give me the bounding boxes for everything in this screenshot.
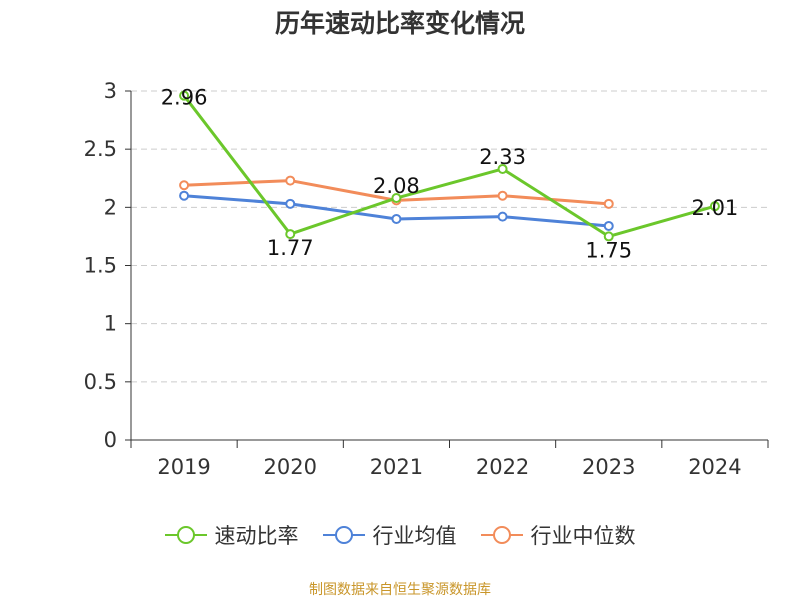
y-tick-label: 0 — [104, 428, 117, 452]
legend-line-marker-blue-icon — [322, 526, 365, 544]
data-point — [179, 90, 190, 101]
series-lines — [179, 90, 720, 242]
data-label: 2.96 — [161, 86, 208, 110]
x-tick-label: 2022 — [476, 455, 529, 479]
y-tick-label: 0.5 — [84, 370, 117, 394]
data-point — [285, 198, 296, 209]
y-tick-label: 3 — [104, 79, 117, 103]
legend-item-industry-average[interactable]: 行业均值 — [322, 520, 457, 550]
y-tick-label: 1 — [104, 312, 117, 336]
axes: 0 0.5 1 1.5 2 2.5 3 2019 2020 2021 2022 2023 2024 — [84, 79, 769, 479]
data-label: 2.33 — [479, 145, 526, 169]
data-point — [709, 201, 720, 212]
y-tick-label: 2.5 — [84, 137, 117, 161]
data-label: 2.01 — [692, 196, 739, 220]
legend-item-industry-median[interactable]: 行业中位数 — [480, 520, 636, 550]
data-point — [285, 229, 296, 240]
data-point — [603, 220, 614, 231]
data-point — [391, 193, 402, 204]
data-point — [497, 190, 508, 201]
data-point — [497, 163, 508, 174]
data-labels: 2.96 1.77 2.08 2.33 1.75 2.01 — [161, 86, 739, 263]
x-tick-label: 2021 — [370, 455, 423, 479]
legend-label-industry-median: 行业中位数 — [530, 524, 636, 548]
x-tick-label: 2023 — [582, 455, 635, 479]
data-point — [603, 231, 614, 242]
y-tick-label: 1.5 — [84, 254, 117, 278]
x-tick-label: 2020 — [264, 455, 317, 479]
y-tick-label: 2 — [104, 195, 117, 219]
data-point — [603, 198, 614, 209]
data-point — [179, 180, 190, 191]
series-line — [182, 94, 716, 238]
data-point — [285, 175, 296, 186]
data-label: 1.77 — [267, 236, 314, 260]
legend: 速动比率 行业均值 行业中位数 — [0, 520, 800, 550]
legend-label-industry-average: 行业均值 — [372, 524, 457, 548]
x-tick-label: 2024 — [688, 455, 741, 479]
x-tick-label: 2019 — [157, 455, 210, 479]
data-point — [179, 190, 190, 201]
legend-line-marker-orange-icon — [480, 526, 523, 544]
data-label: 1.75 — [585, 238, 632, 262]
grid-lines — [131, 90, 768, 383]
legend-item-quick-ratio[interactable]: 速动比率 — [164, 520, 299, 550]
legend-line-marker-green-icon — [164, 526, 207, 544]
data-point — [497, 211, 508, 222]
chart-title: 历年速动比率变化情况 — [274, 9, 525, 38]
source-note: 制图数据来自恒生聚源数据库 — [309, 582, 491, 598]
legend-label-quick-ratio: 速动比率 — [214, 524, 299, 548]
data-label: 2.08 — [373, 174, 420, 198]
data-point — [391, 213, 402, 224]
